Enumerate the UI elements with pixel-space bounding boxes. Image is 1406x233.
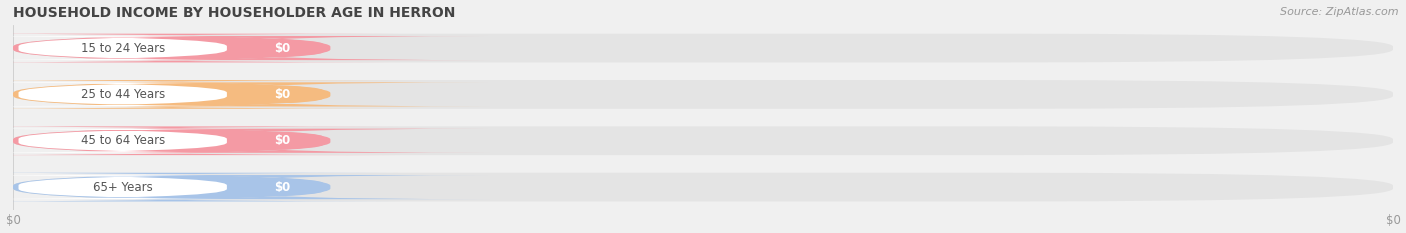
FancyBboxPatch shape <box>13 80 1393 109</box>
Text: $0: $0 <box>274 88 290 101</box>
Text: Source: ZipAtlas.com: Source: ZipAtlas.com <box>1281 7 1399 17</box>
FancyBboxPatch shape <box>75 36 489 60</box>
FancyBboxPatch shape <box>13 126 1393 155</box>
FancyBboxPatch shape <box>0 173 399 202</box>
Text: $0: $0 <box>274 41 290 55</box>
Text: 65+ Years: 65+ Years <box>93 181 153 194</box>
FancyBboxPatch shape <box>0 80 399 109</box>
FancyBboxPatch shape <box>75 175 489 199</box>
FancyBboxPatch shape <box>0 175 322 199</box>
FancyBboxPatch shape <box>0 82 322 106</box>
FancyBboxPatch shape <box>0 34 399 62</box>
Text: 15 to 24 Years: 15 to 24 Years <box>80 41 165 55</box>
Text: $0: $0 <box>274 181 290 194</box>
FancyBboxPatch shape <box>0 36 322 60</box>
Text: 45 to 64 Years: 45 to 64 Years <box>80 134 165 147</box>
FancyBboxPatch shape <box>13 173 1393 202</box>
FancyBboxPatch shape <box>75 129 489 153</box>
FancyBboxPatch shape <box>13 34 1393 62</box>
FancyBboxPatch shape <box>75 82 489 106</box>
FancyBboxPatch shape <box>0 126 399 155</box>
FancyBboxPatch shape <box>0 129 322 153</box>
Text: HOUSEHOLD INCOME BY HOUSEHOLDER AGE IN HERRON: HOUSEHOLD INCOME BY HOUSEHOLDER AGE IN H… <box>13 6 456 20</box>
Text: $0: $0 <box>274 134 290 147</box>
Text: 25 to 44 Years: 25 to 44 Years <box>80 88 165 101</box>
